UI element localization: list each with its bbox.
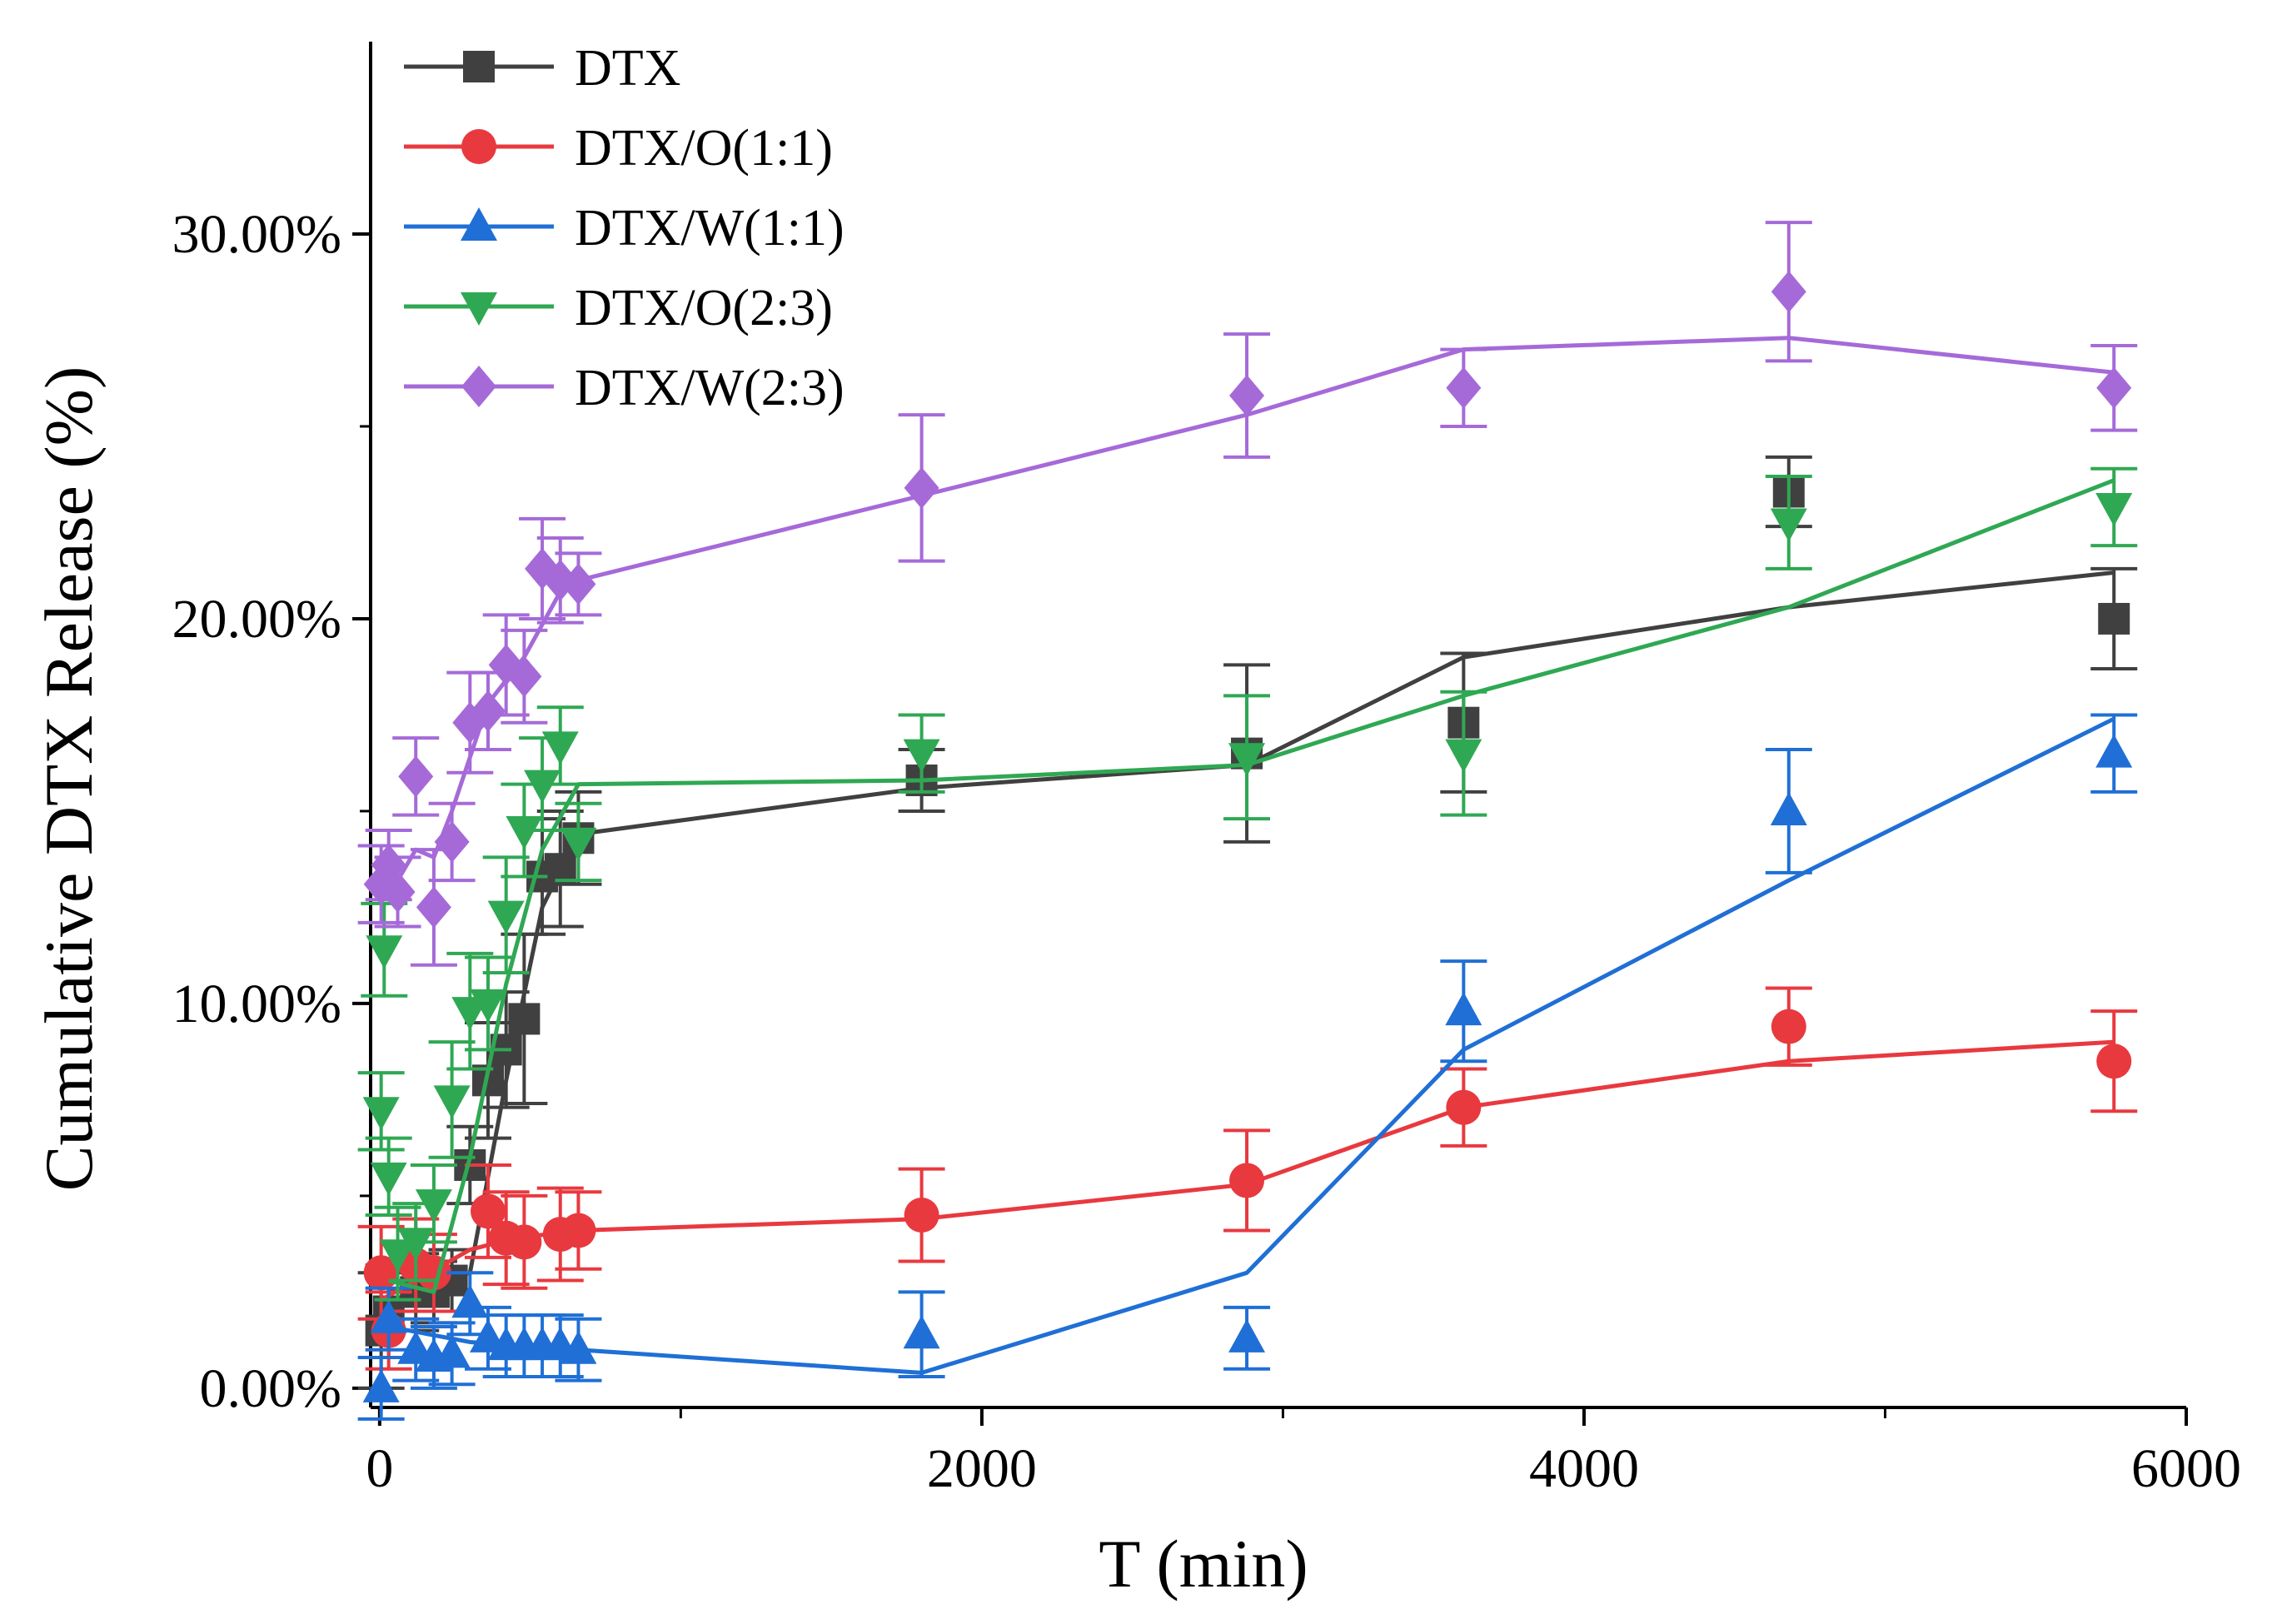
data-point: [524, 770, 561, 804]
series-layer: [357, 221, 2138, 1421]
legend-marker: [461, 207, 497, 241]
y-axis-label: Cumulative DTX Release (%): [31, 366, 107, 1192]
y-tick-label: 10.00%: [172, 974, 341, 1034]
series-4: [357, 221, 2138, 967]
legend-entry-0: DTX: [404, 40, 680, 97]
x-tick-label: 2000: [927, 1438, 1037, 1499]
data-point: [416, 886, 451, 929]
x-tick-label: 6000: [2131, 1438, 2241, 1499]
y-tick-label: 0.00%: [200, 1358, 341, 1419]
legend-entry-3: DTX/O(2:3): [404, 280, 833, 336]
axes: 0 2000 4000 6000 0.00% 10.00% 20.00% 30.00%: [172, 42, 2241, 1499]
data-point: [1771, 271, 1806, 313]
data-point: [433, 1334, 471, 1368]
legend-label: DTX/O(2:3): [575, 280, 833, 336]
data-point: [2095, 492, 2133, 526]
series-0: [357, 455, 2138, 1390]
data-point: [433, 1085, 471, 1119]
data-point: [397, 1228, 435, 1262]
x-tick-label: 0: [366, 1438, 393, 1499]
legend-entry-4: DTX/W(2:3): [404, 360, 845, 416]
data-point: [380, 870, 416, 913]
legend-label: DTX/W(2:3): [575, 360, 845, 416]
data-point: [1229, 1163, 1265, 1198]
data-point: [561, 563, 596, 605]
data-point: [1770, 508, 1807, 542]
data-point: [434, 820, 470, 863]
data-point: [506, 1224, 542, 1260]
data-point: [1770, 791, 1807, 825]
series-3: [357, 466, 2138, 1302]
legend: DTX DTX/O(1:1) DTX/W(1:1) DTX/O(2:3) DTX/W(2…: [404, 40, 845, 416]
data-point: [1228, 743, 1266, 777]
data-point: [560, 1330, 597, 1364]
data-point: [451, 1284, 489, 1318]
legend-marker: [463, 51, 495, 82]
data-point: [470, 690, 506, 732]
data-point: [469, 989, 506, 1023]
data-point: [366, 935, 403, 969]
data-point: [398, 755, 434, 798]
x-tick-label: 4000: [1529, 1438, 1639, 1499]
legend-marker: [461, 292, 497, 326]
data-point: [508, 1003, 541, 1035]
data-point: [379, 1239, 416, 1273]
data-point: [506, 816, 543, 850]
data-point: [362, 1097, 400, 1131]
data-point: [1771, 1009, 1806, 1044]
legend-marker: [461, 129, 496, 164]
data-point: [904, 1198, 939, 1233]
data-point: [1445, 992, 1482, 1026]
data-point: [415, 1189, 452, 1223]
x-axis-label: T (min): [1099, 1526, 1308, 1602]
data-point: [541, 731, 579, 765]
data-point: [370, 1299, 407, 1333]
legend-entry-1: DTX/O(1:1): [404, 120, 833, 177]
data-point: [903, 1315, 940, 1349]
data-point: [560, 827, 597, 861]
data-point: [487, 900, 525, 934]
data-point: [1228, 1318, 1266, 1353]
data-point: [1446, 366, 1482, 409]
data-point: [1445, 739, 1482, 773]
legend-entry-2: DTX/W(1:1): [404, 200, 845, 257]
data-point: [2095, 734, 2133, 768]
data-point: [370, 1162, 407, 1196]
series-2: [357, 713, 2138, 1421]
data-point: [1229, 375, 1265, 417]
data-point: [1446, 1089, 1482, 1125]
legend-label: DTX/O(1:1): [575, 120, 833, 177]
series-fit-line: [388, 716, 2115, 1375]
data-point: [470, 1193, 506, 1229]
y-tick-label: 30.00%: [172, 204, 341, 265]
data-point: [561, 1213, 596, 1248]
legend-marker: [461, 366, 496, 407]
data-point: [904, 466, 939, 509]
data-point: [2096, 366, 2132, 409]
data-point: [903, 739, 940, 773]
data-point: [506, 655, 542, 698]
data-point: [2096, 1044, 2132, 1079]
legend-label: DTX: [575, 40, 680, 97]
y-tick-label: 20.00%: [172, 589, 341, 650]
data-point: [2098, 602, 2130, 635]
data-point: [362, 1368, 400, 1402]
legend-label: DTX/W(1:1): [575, 200, 845, 257]
